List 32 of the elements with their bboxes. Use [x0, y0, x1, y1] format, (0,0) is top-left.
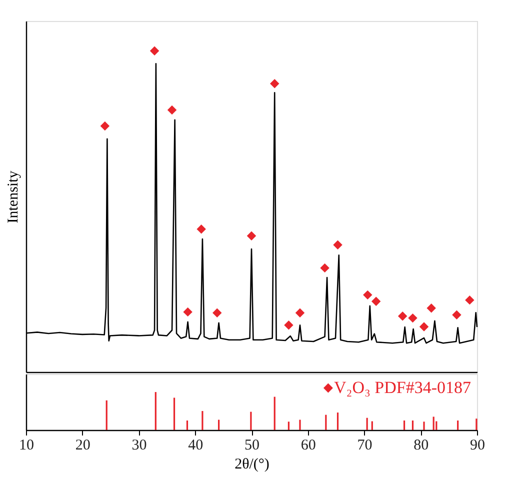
point: [452, 310, 462, 320]
point: [320, 263, 330, 273]
x-tick-label: 50: [244, 438, 260, 454]
point: [183, 307, 192, 317]
point: [150, 46, 160, 56]
point: [419, 322, 429, 332]
point: [363, 290, 372, 300]
y-axis-title: Intensity: [6, 170, 22, 224]
point: [167, 105, 177, 115]
point: [408, 313, 418, 323]
point: [371, 296, 381, 306]
point: [212, 308, 222, 318]
point: [465, 295, 474, 305]
point: [246, 231, 256, 240]
point: [295, 308, 305, 318]
point: [196, 224, 206, 234]
point: [426, 303, 436, 313]
x-tick-label: 80: [414, 438, 429, 454]
x-tick-label: 90: [470, 438, 485, 454]
x-tick-label: 30: [132, 438, 147, 454]
x-tick-label: 10: [19, 438, 34, 454]
x-tick-label: 20: [75, 438, 90, 454]
legend-label: V₂O₃ PDF#34-0187: [334, 378, 472, 397]
x-tick-label: 40: [188, 438, 204, 454]
x-axis-title: 2θ/(°): [234, 456, 270, 472]
x-tick-label: 60: [300, 438, 316, 454]
point: [100, 121, 110, 131]
x-tick-label: 70: [357, 438, 372, 454]
point: [398, 312, 408, 321]
point: [333, 240, 342, 250]
point: [270, 79, 280, 88]
point: [284, 320, 294, 330]
